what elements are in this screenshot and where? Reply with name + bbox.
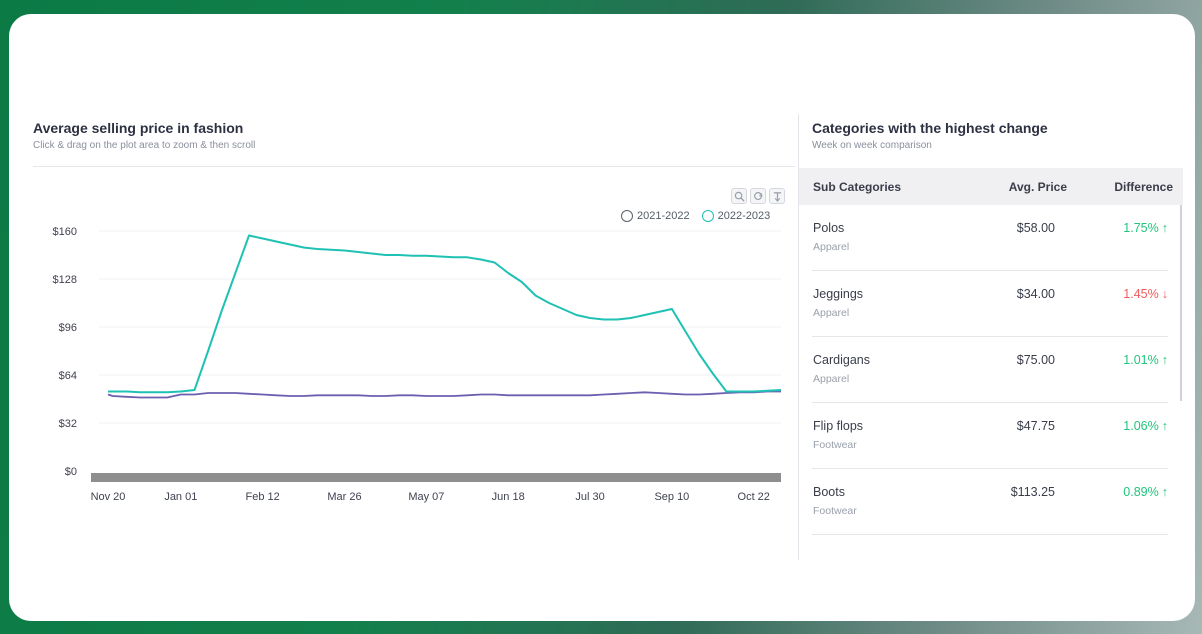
header-difference[interactable]: Difference [1114,179,1173,194]
arrow-up-icon: ↑ [1161,485,1168,499]
difference-value: 1.75% ↑ [1123,221,1168,235]
arrow-down-icon: ↓ [1161,287,1168,301]
x-tick-label: Jul 30 [575,491,604,503]
arrow-up-icon: ↑ [1161,419,1168,433]
x-tick-label: Mar 26 [327,491,361,503]
arrow-up-icon: ↑ [1161,221,1168,235]
y-tick-label: $128 [53,274,77,286]
title-divider [33,166,795,167]
parent-category: Apparel [813,373,850,385]
categories-title: Categories with the highest change [812,120,1048,136]
table-row[interactable]: Flip flops Footwear $47.75 1.06% ↑ [812,403,1168,469]
table-row[interactable]: Jeggings Apparel $34.00 1.45% ↓ [812,271,1168,337]
y-tick-label: $160 [53,226,77,238]
series-line-2022-2023[interactable] [108,234,782,394]
parent-category: Footwear [813,505,857,517]
x-tick-label: Feb 12 [246,491,280,503]
price-chart-panel: Average selling price in fashion Click &… [9,14,797,621]
difference-percent: 1.75% [1123,221,1159,235]
avg-price-value: $75.00 [1016,353,1055,367]
categories-subtitle: Week on week comparison [812,140,932,151]
y-tick-label: $32 [59,418,77,430]
table-row[interactable]: Boots Footwear $113.25 0.89% ↑ [812,469,1168,535]
reset-zoom-icon[interactable] [750,188,766,204]
sub-category-name: Boots [813,485,845,499]
legend-label-2022-2023: 2022-2023 [717,210,771,222]
sub-category-name: Cardigans [813,353,870,367]
difference-value: 1.06% ↑ [1123,419,1168,433]
x-tick-label: Oct 22 [738,491,770,503]
panel-divider [798,114,799,560]
table-row[interactable]: Polos Apparel $58.00 1.75% ↑ [812,205,1168,271]
y-tick-label: $96 [59,322,77,334]
x-axis-navigator-bar[interactable] [91,473,781,482]
legend-item-2021-2022[interactable]: 2021-2022 [621,210,690,222]
legend-marker-2022-2023 [701,210,714,222]
x-tick-label: Jan 01 [164,491,197,503]
legend-marker-2021-2022 [621,210,633,222]
header-sub-categories[interactable]: Sub Categories [813,179,902,194]
chart-subtitle: Click & drag on the plot area to zoom & … [33,140,256,151]
table-row[interactable]: Cardigans Apparel $75.00 1.01% ↑ [812,337,1168,403]
arrow-up-icon: ↑ [1161,353,1168,367]
difference-percent: 1.06% [1123,419,1159,433]
chart-title: Average selling price in fashion [33,120,244,136]
avg-price-value: $47.75 [1016,419,1055,433]
difference-percent: 0.89% [1123,485,1159,499]
pan-icon[interactable] [769,188,785,204]
parent-category: Apparel [813,307,850,319]
avg-price-value: $113.25 [1010,485,1055,499]
series-line-2021-2022[interactable] [107,390,781,399]
parent-category: Apparel [813,241,850,253]
y-tick-label: $0 [65,466,77,478]
difference-value: 0.89% ↑ [1123,485,1168,499]
x-tick-label: Sep 10 [654,491,689,503]
dashboard-card: Average selling price in fashion Click &… [9,14,1195,621]
categories-table-body: Polos Apparel $58.00 1.75% ↑ Jeggings Apparel $… [812,205,1168,535]
chart-toolbar [731,188,785,204]
parent-category: Footwear [813,439,857,451]
x-tick-label: Nov 20 [91,491,126,503]
x-tick-label: May 07 [408,491,444,503]
legend-label-2021-2022: 2021-2022 [637,210,690,222]
avg-price-value: $34.00 [1016,287,1055,301]
y-tick-label: $64 [59,370,77,382]
difference-percent: 1.01% [1123,353,1159,367]
table-scrollbar[interactable] [1180,205,1182,401]
avg-price-value: $58.00 [1016,221,1055,235]
zoom-in-icon[interactable] [731,188,747,204]
chart-legend: 2021-2022 2022-2023 [621,210,770,222]
legend-item-2022-2023[interactable]: 2022-2023 [701,210,771,222]
header-avg-price[interactable]: Avg. Price [1008,179,1067,194]
sub-category-name: Jeggings [813,287,864,301]
sub-category-name: Polos [813,221,845,235]
line-chart[interactable]: $0 $32 $64 $96 $128 $160 Nov 20 Jan 01 Feb 12 Mar… [9,14,797,514]
difference-value: 1.01% ↑ [1123,353,1168,367]
x-tick-label: Jun 18 [492,491,525,503]
difference-percent: 1.45% [1123,287,1159,301]
difference-value: 1.45% ↓ [1123,287,1168,301]
sub-category-name: Flip flops [813,419,864,433]
categories-table-header: Sub Categories Avg. Price Difference [799,168,1183,205]
